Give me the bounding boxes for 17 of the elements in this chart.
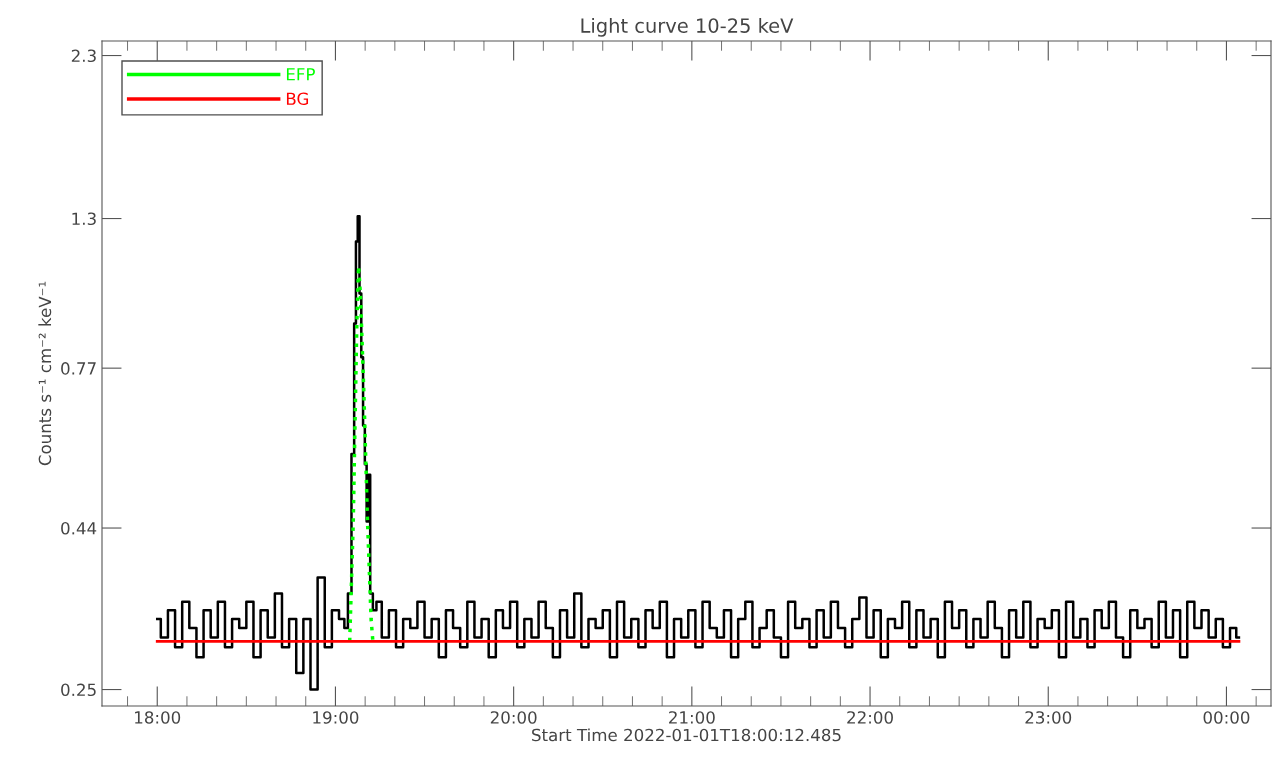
y-axis-title: Counts s⁻¹ cm⁻² keV⁻¹ (38, 281, 52, 466)
y-tick-label: 2.3 (71, 49, 96, 63)
text: BG (286, 92, 309, 106)
x-tick-label: 20:00 (490, 711, 537, 724)
y-tick-label: 0.25 (61, 683, 96, 697)
x-tick-label: 23:00 (1025, 711, 1072, 724)
x-tick-label: 19:00 (313, 711, 359, 724)
chart-title: Light curve 10-25 keV (581, 17, 794, 37)
x-tick-label: 00:00 (1203, 711, 1250, 724)
y-tick-label: 0.77 (61, 362, 96, 375)
x-tick-label: 21:00 (669, 711, 715, 724)
y-tick-label: 1.3 (72, 212, 96, 226)
x-axis-title: Start Time 2022-01-01T18:00:12.485 (532, 728, 841, 742)
text: EFP (286, 68, 315, 81)
y-tick-label: 0.44 (61, 521, 97, 535)
x-tick-label: 18:00 (135, 711, 181, 724)
x-tick-label: 22:00 (847, 711, 893, 724)
